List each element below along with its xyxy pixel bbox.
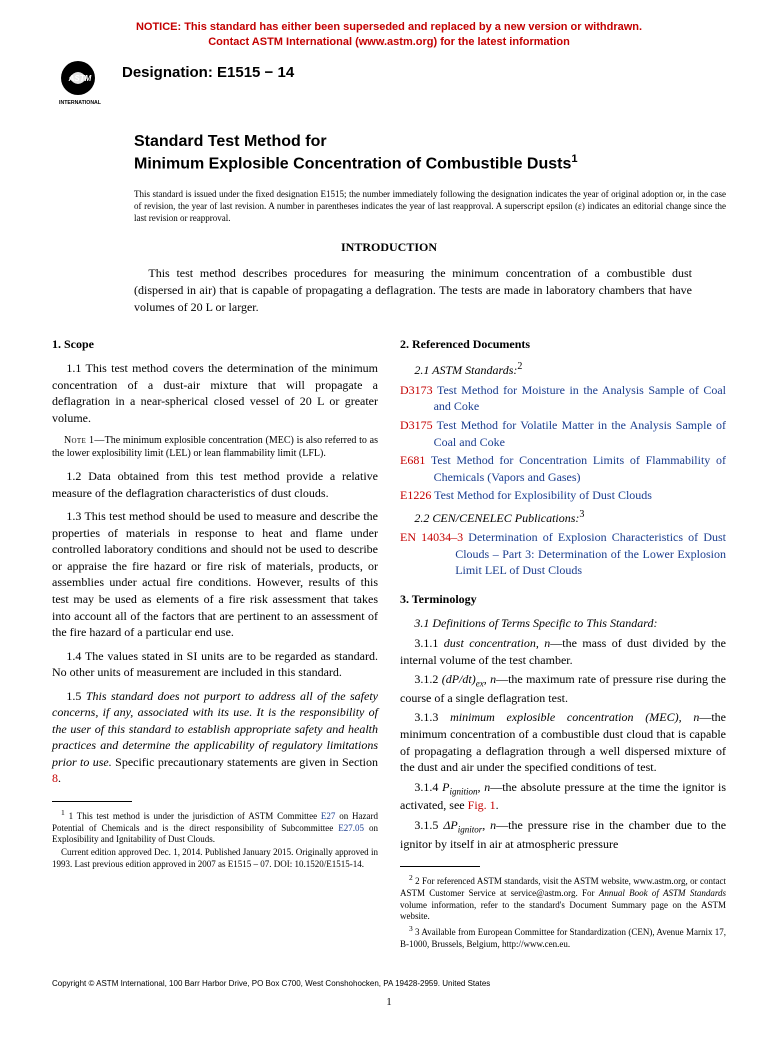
notice-banner: NOTICE: This standard has either been su…: [52, 20, 726, 50]
footnote-separator-right: [400, 866, 480, 867]
term-3-1-1: 3.1.1 dust concentration, n—the mass of …: [400, 635, 726, 668]
ref-e681: E681 Test Method for Concentration Limit…: [400, 452, 726, 485]
page-number: 1: [52, 996, 726, 1008]
title-line2: Minimum Explosible Concentration of Comb…: [134, 152, 726, 174]
footnote-1: 1 1 This test method is under the jurisd…: [52, 808, 378, 846]
terminology-heading: 3. Terminology: [400, 591, 726, 608]
title-main: Minimum Explosible Concentration of Comb…: [134, 155, 571, 172]
ref-en14034: EN 14034–3 Determination of Explosion Ch…: [400, 529, 726, 579]
d3173-title[interactable]: Test Method for Moisture in the Analysis…: [434, 383, 726, 414]
scope-note1: Note 1—The minimum explosible concentrat…: [52, 434, 378, 462]
designation-label: Designation: E1515 − 14: [122, 64, 294, 81]
e1226-link[interactable]: E1226: [400, 488, 434, 502]
left-footnotes: 1 1 This test method is under the jurisd…: [52, 808, 378, 870]
intro-heading: INTRODUCTION: [52, 240, 726, 255]
issue-note: This standard is issued under the fixed …: [134, 188, 726, 224]
committee-e27-link[interactable]: E27: [321, 811, 336, 821]
d3173-link[interactable]: D3173: [400, 383, 437, 397]
svg-text:INTERNATIONAL: INTERNATIONAL: [59, 100, 102, 106]
scope-1-2: 1.2 Data obtained from this test method …: [52, 468, 378, 501]
ref-e1226: E1226 Test Method for Explosibility of D…: [400, 487, 726, 504]
intro-text: This test method describes procedures fo…: [134, 265, 692, 315]
subcommittee-e2705-link[interactable]: E27.05: [338, 823, 364, 833]
e1226-title[interactable]: Test Method for Explosibility of Dust Cl…: [434, 488, 652, 502]
fig-1-link[interactable]: Fig. 1: [468, 798, 496, 812]
term-3-1-2: 3.1.2 (dP/dt)ex, n—the maximum rate of p…: [400, 671, 726, 706]
scope-1-1: 1.1 This test method covers the determin…: [52, 360, 378, 426]
scope-1-4: 1.4 The values stated in SI units are to…: [52, 648, 378, 681]
right-footnotes: 2 2 For referenced ASTM standards, visit…: [400, 873, 726, 950]
notice-line2: Contact ASTM International (www.astm.org…: [208, 36, 570, 48]
ref-d3173: D3173 Test Method for Moisture in the An…: [400, 382, 726, 415]
p5-a: 1.5: [66, 689, 85, 703]
footnote-separator: [52, 801, 132, 802]
title-line1: Standard Test Method for: [134, 132, 726, 152]
d3175-title[interactable]: Test Method for Volatile Matter in the A…: [434, 418, 726, 449]
p5-b: Specific precautionary statements are gi…: [112, 755, 378, 769]
svg-text:ASTM: ASTM: [68, 74, 92, 83]
two-columns: 1. Scope 1.1 This test method covers the…: [52, 334, 726, 952]
notice-line1: NOTICE: This standard has either been su…: [136, 21, 642, 33]
term-3-1-5: 3.1.5 ΔPignitor, n—the pressure rise in …: [400, 817, 726, 852]
title-block: Standard Test Method for Minimum Explosi…: [134, 132, 726, 174]
left-column: 1. Scope 1.1 This test method covers the…: [52, 334, 378, 952]
en14034-title[interactable]: Determination of Explosion Characteristi…: [455, 530, 726, 577]
e681-title[interactable]: Test Method for Concentration Limits of …: [431, 453, 726, 484]
en14034-link[interactable]: EN 14034–3: [400, 530, 468, 544]
term-3-1-3: 3.1.3 minimum explosible concentration (…: [400, 709, 726, 775]
footnote-3: 3 3 Available from European Committee fo…: [400, 924, 726, 950]
terms-sub: 3.1 Definitions of Terms Specific to Thi…: [400, 615, 726, 632]
footnote-1b: Current edition approved Dec. 1, 2014. P…: [52, 847, 378, 870]
astm-standards-sub: 2.1 ASTM Standards:2: [400, 360, 726, 379]
footnote-2: 2 2 For referenced ASTM standards, visit…: [400, 873, 726, 923]
copyright-text: Copyright © ASTM International, 100 Barr…: [52, 979, 726, 988]
term-3-1-4: 3.1.4 Pignition, n—the absolute pressure…: [400, 779, 726, 814]
scope-1-3: 1.3 This test method should be used to m…: [52, 508, 378, 640]
page-container: NOTICE: This standard has either been su…: [0, 0, 778, 1028]
e681-link[interactable]: E681: [400, 453, 431, 467]
title-sup: 1: [571, 153, 577, 165]
refdocs-heading: 2. Referenced Documents: [400, 336, 726, 353]
scope-heading: 1. Scope: [52, 336, 378, 353]
note1-lead: Note 1—: [64, 435, 105, 446]
ref-d3175: D3175 Test Method for Volatile Matter in…: [400, 417, 726, 450]
scope-1-5: 1.5 This standard does not purport to ad…: [52, 688, 378, 787]
astm-logo-icon: INTERNATIONAL ASTM: [52, 60, 108, 108]
d3175-link[interactable]: D3175: [400, 418, 437, 432]
p5-c: .: [58, 771, 61, 785]
cen-sub: 2.2 CEN/CENELEC Publications:3: [400, 508, 726, 527]
header-row: INTERNATIONAL ASTM Designation: E1515 − …: [52, 60, 726, 108]
right-column: 2. Referenced Documents 2.1 ASTM Standar…: [400, 334, 726, 952]
